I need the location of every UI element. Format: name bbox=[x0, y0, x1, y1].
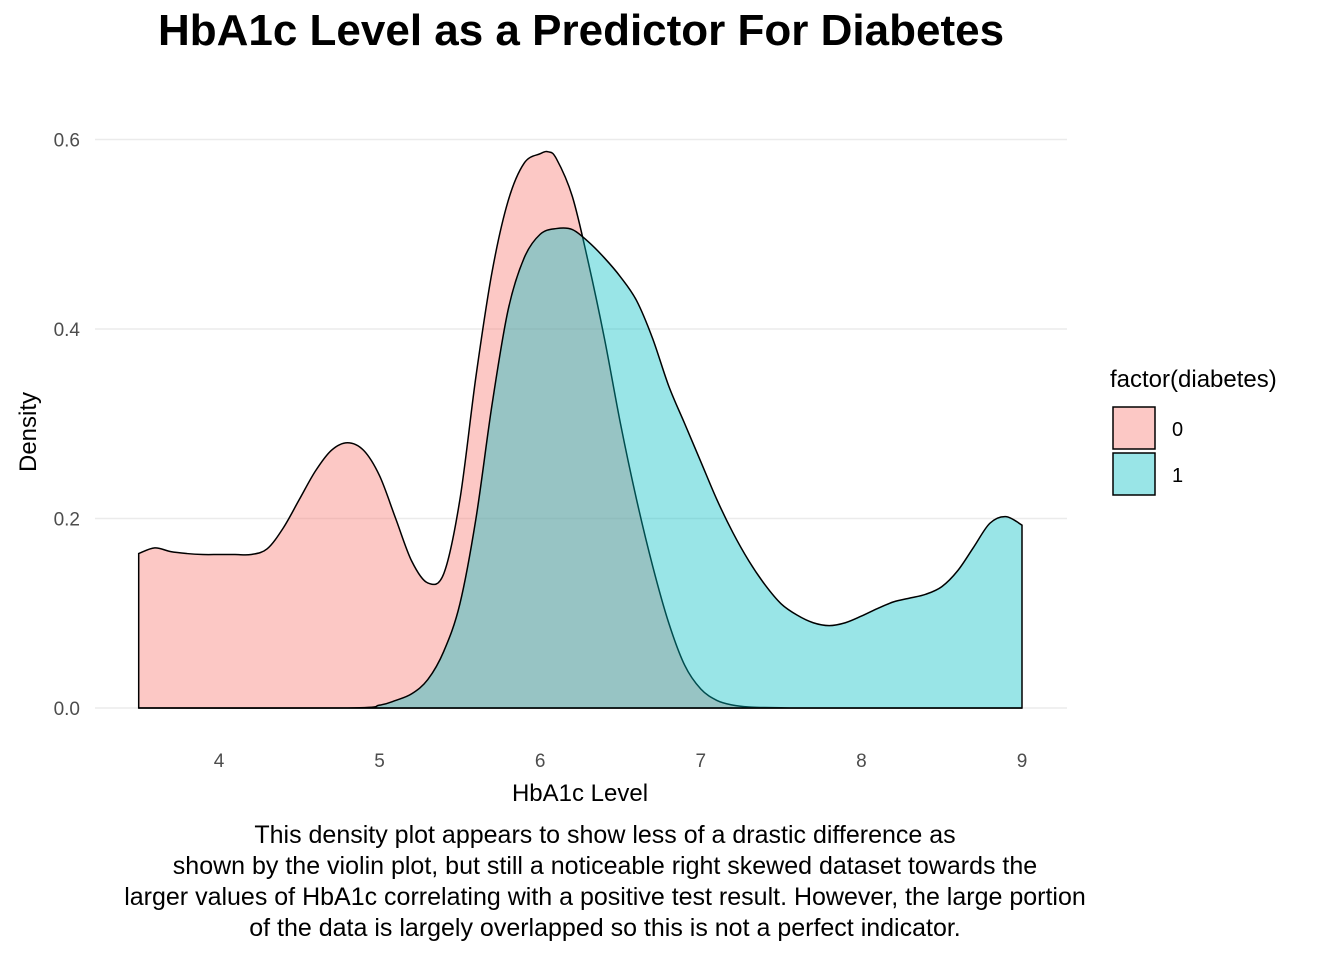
chart-title: HbA1c Level as a Predictor For Diabetes bbox=[157, 6, 1005, 55]
y-tick-label: 0.2 bbox=[54, 510, 80, 531]
legend-title: factor(diabetes) bbox=[1110, 366, 1277, 393]
legend-label-0: 0 bbox=[1172, 419, 1183, 441]
x-axis-title: HbA1c Level bbox=[512, 780, 648, 807]
x-tick-label: 7 bbox=[696, 751, 707, 772]
legend-swatch-1 bbox=[1112, 452, 1156, 496]
density-area-1 bbox=[138, 227, 1023, 709]
y-tick-label: 0.6 bbox=[54, 131, 80, 152]
density-area-0 bbox=[137, 150, 1022, 709]
y-axis-title: Density bbox=[15, 392, 42, 472]
x-tick-label: 5 bbox=[374, 751, 385, 772]
x-tick-label: 4 bbox=[214, 751, 225, 772]
chart-caption: This density plot appears to show less o… bbox=[30, 820, 1180, 944]
caption-line: This density plot appears to show less o… bbox=[254, 821, 956, 849]
caption-line: of the data is largely overlapped so thi… bbox=[249, 914, 961, 942]
x-tick-label: 6 bbox=[535, 751, 546, 772]
caption-line: larger values of HbA1c correlating with … bbox=[124, 883, 1086, 911]
legend-swatch-0 bbox=[1112, 406, 1156, 450]
caption-line: shown by the violin plot, but still a no… bbox=[172, 852, 1038, 880]
y-axis-ticks: 0.0 0.2 0.4 0.6 bbox=[54, 131, 81, 721]
y-tick-label: 0.0 bbox=[54, 699, 80, 720]
density-areas bbox=[137, 150, 1023, 709]
legend: factor(diabetes) 0 1 bbox=[1110, 366, 1277, 496]
x-axis-ticks: 4 5 6 7 8 9 bbox=[214, 751, 1028, 772]
y-tick-label: 0.4 bbox=[54, 320, 81, 341]
x-tick-label: 9 bbox=[1017, 751, 1028, 772]
legend-label-1: 1 bbox=[1172, 465, 1183, 487]
x-tick-label: 8 bbox=[856, 751, 867, 772]
